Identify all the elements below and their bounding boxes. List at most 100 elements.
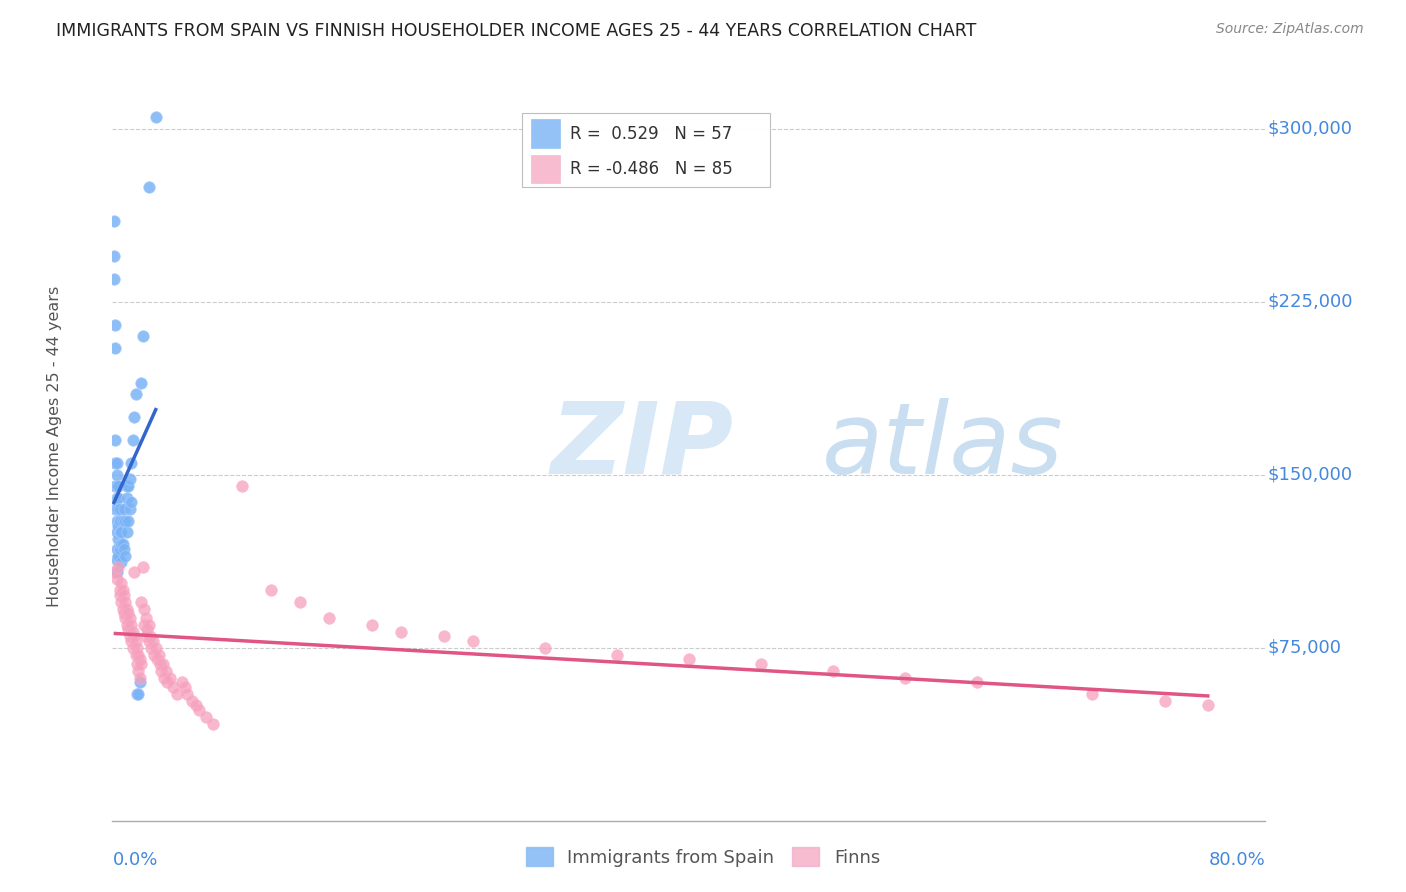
- Point: [114, 549, 136, 563]
- Text: $300,000: $300,000: [1268, 120, 1353, 138]
- Point: [141, 640, 163, 655]
- Point: [108, 514, 131, 528]
- Point: [146, 652, 169, 666]
- Point: [103, 249, 125, 263]
- Point: [118, 611, 141, 625]
- Point: [120, 456, 142, 470]
- Point: [389, 624, 412, 639]
- Point: [121, 624, 143, 639]
- Point: [111, 601, 134, 615]
- Point: [360, 617, 382, 632]
- Point: [112, 502, 135, 516]
- Point: [105, 525, 128, 540]
- Point: [1197, 698, 1219, 713]
- Point: [894, 671, 917, 685]
- Bar: [522, 112, 769, 187]
- Point: [105, 553, 128, 567]
- Point: [120, 617, 142, 632]
- Point: [117, 514, 139, 528]
- Point: [110, 537, 132, 551]
- Point: [105, 502, 128, 516]
- Point: [125, 687, 148, 701]
- Point: [104, 479, 127, 493]
- Point: [120, 495, 142, 509]
- Point: [138, 179, 160, 194]
- Point: [105, 541, 128, 556]
- Bar: [531, 154, 560, 183]
- Text: $225,000: $225,000: [1268, 293, 1353, 311]
- Text: $150,000: $150,000: [1268, 466, 1353, 483]
- Point: [132, 560, 155, 574]
- Point: [112, 541, 135, 556]
- Point: [145, 111, 167, 125]
- Point: [184, 698, 207, 713]
- Point: [107, 479, 129, 493]
- Point: [288, 594, 311, 608]
- Point: [156, 675, 179, 690]
- Point: [104, 434, 127, 448]
- Point: [145, 640, 167, 655]
- Point: [107, 491, 129, 505]
- Point: [110, 556, 132, 570]
- Point: [606, 648, 628, 662]
- Point: [107, 560, 129, 574]
- Point: [103, 272, 125, 286]
- Point: [129, 376, 153, 390]
- Point: [188, 703, 211, 717]
- Point: [180, 694, 202, 708]
- Point: [134, 601, 156, 615]
- Point: [128, 671, 150, 685]
- Point: [136, 622, 159, 636]
- Text: Householder Income Ages 25 - 44 years: Householder Income Ages 25 - 44 years: [48, 285, 62, 607]
- Point: [162, 680, 184, 694]
- Point: [318, 611, 340, 625]
- Point: [127, 648, 149, 662]
- Point: [108, 525, 131, 540]
- Text: R =  0.529   N = 57: R = 0.529 N = 57: [571, 125, 733, 143]
- Point: [112, 588, 135, 602]
- Point: [108, 502, 131, 516]
- Point: [117, 606, 139, 620]
- Point: [121, 640, 143, 655]
- Point: [104, 502, 127, 516]
- Point: [115, 491, 138, 505]
- Point: [117, 479, 139, 493]
- Text: R = -0.486   N = 85: R = -0.486 N = 85: [571, 160, 733, 178]
- Point: [155, 664, 177, 678]
- Point: [105, 467, 128, 482]
- Point: [118, 502, 141, 516]
- Point: [105, 572, 128, 586]
- Point: [124, 633, 146, 648]
- Point: [152, 657, 174, 671]
- Point: [127, 687, 149, 701]
- Point: [111, 583, 134, 598]
- Text: IMMIGRANTS FROM SPAIN VS FINNISH HOUSEHOLDER INCOME AGES 25 - 44 YEARS CORRELATI: IMMIGRANTS FROM SPAIN VS FINNISH HOUSEHO…: [56, 22, 977, 40]
- Point: [821, 664, 844, 678]
- Text: 80.0%: 80.0%: [1209, 851, 1265, 869]
- Point: [104, 318, 127, 332]
- Point: [104, 456, 127, 470]
- Point: [107, 502, 129, 516]
- Point: [115, 601, 138, 615]
- Point: [115, 525, 138, 540]
- Point: [150, 664, 173, 678]
- Point: [461, 633, 484, 648]
- Legend: Immigrants from Spain, Finns: Immigrants from Spain, Finns: [519, 840, 887, 874]
- Point: [115, 617, 138, 632]
- Point: [112, 606, 135, 620]
- Point: [125, 657, 148, 671]
- Point: [105, 456, 128, 470]
- Text: atlas: atlas: [821, 398, 1063, 494]
- Point: [534, 640, 557, 655]
- Point: [110, 576, 132, 591]
- Point: [231, 479, 253, 493]
- Text: ZIP: ZIP: [551, 398, 734, 494]
- Point: [135, 611, 157, 625]
- Point: [148, 648, 170, 662]
- Point: [125, 640, 148, 655]
- Text: 0.0%: 0.0%: [112, 851, 157, 869]
- Point: [195, 710, 218, 724]
- Point: [105, 514, 128, 528]
- Point: [114, 514, 136, 528]
- Point: [110, 594, 132, 608]
